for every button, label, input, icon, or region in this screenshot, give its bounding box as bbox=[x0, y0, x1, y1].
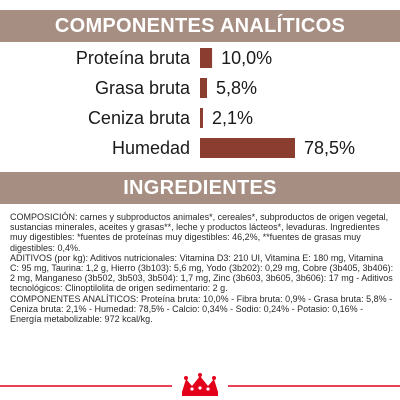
bar bbox=[200, 78, 208, 98]
footer bbox=[0, 372, 400, 400]
composition-paragraph: COMPOSICIÓN: carnes y subproductos anima… bbox=[10, 212, 389, 253]
category-label: Proteína bruta bbox=[76, 48, 191, 68]
bar bbox=[200, 138, 295, 158]
royal-canin-crown-logo bbox=[182, 373, 218, 396]
ingredients-text: COMPOSICIÓN: carnes y subproductos anima… bbox=[10, 212, 394, 324]
components-header: COMPONENTES ANALÍTICOS bbox=[0, 10, 400, 42]
bar bbox=[200, 108, 203, 128]
ingredients-title: INGREDIENTES bbox=[123, 176, 277, 199]
footer-graphic bbox=[0, 373, 400, 396]
value-label: 10,0% bbox=[221, 48, 272, 68]
additives-paragraph: ADITIVOS (por kg): Aditivos nutricionale… bbox=[10, 252, 394, 294]
category-label: Humedad bbox=[112, 138, 190, 158]
value-label: 5,8% bbox=[216, 78, 257, 98]
ingredients-header: INGREDIENTES bbox=[0, 172, 400, 204]
components-title: COMPONENTES ANALÍTICOS bbox=[54, 14, 346, 37]
nutrient-bar-chart: Proteína bruta 10,0% Grasa bruta 5,8% Ceniza… bbox=[76, 48, 355, 158]
category-label: Ceniza bruta bbox=[88, 108, 191, 128]
bar bbox=[200, 48, 213, 68]
value-label: 2,1% bbox=[212, 108, 253, 128]
analytical-components-paragraph: COMPONENTES ANALÍTICOS: Proteína bruta: … bbox=[10, 293, 393, 325]
category-label: Grasa bruta bbox=[95, 78, 191, 98]
value-label: 78,5% bbox=[304, 138, 355, 158]
